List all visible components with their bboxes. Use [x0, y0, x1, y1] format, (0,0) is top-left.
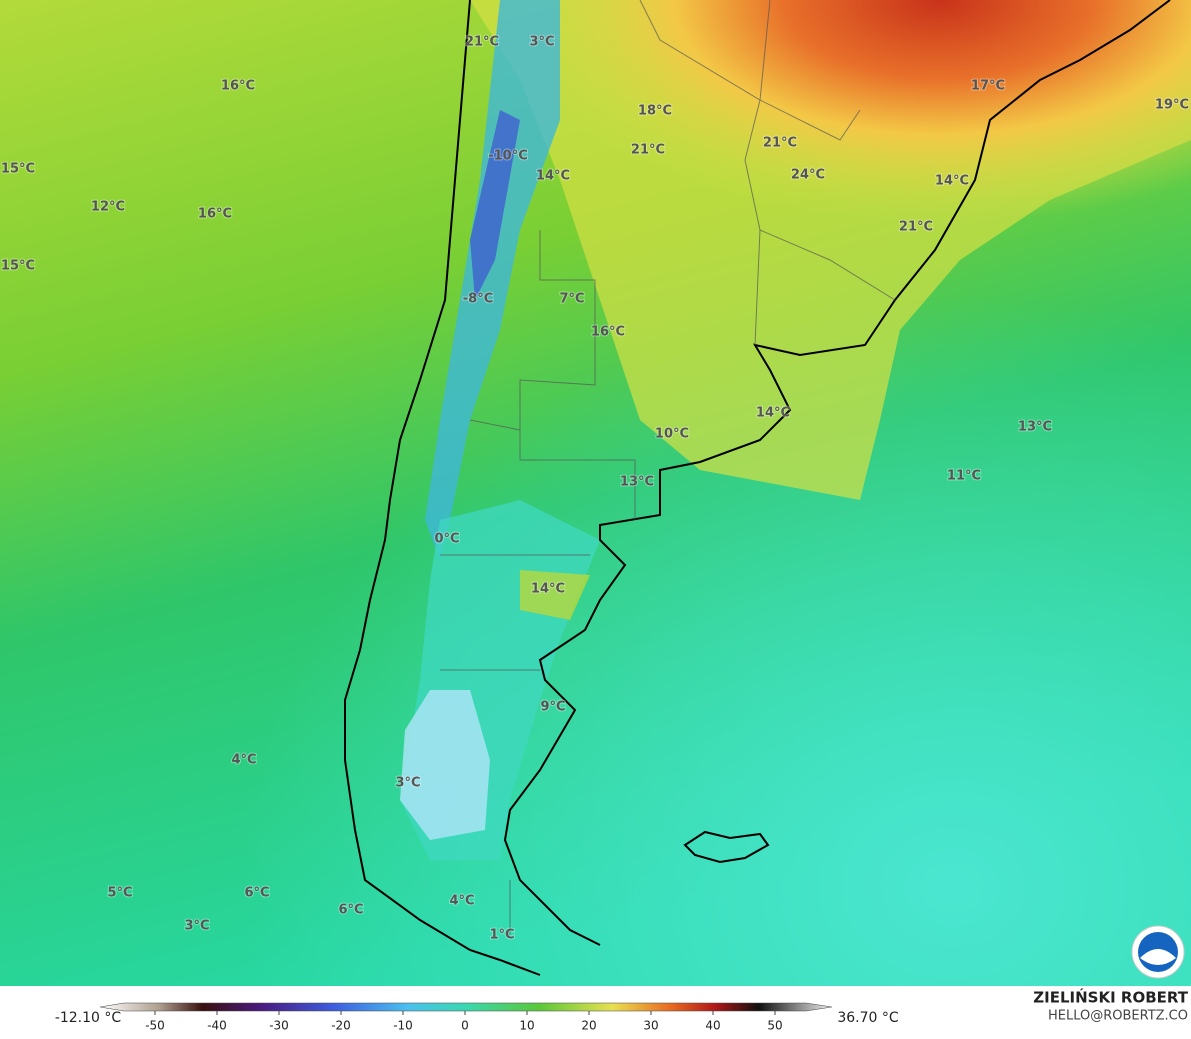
icefield [400, 690, 490, 840]
colorbar-tick-label: -40 [207, 1019, 227, 1033]
max-label: 36.70 °C [837, 1010, 899, 1026]
colorbar-tick-label: -10 [393, 1019, 413, 1033]
temperature-label: 14°C [756, 406, 790, 421]
coastline [344, 0, 1171, 976]
colorbar-tick-label: 40 [705, 1019, 720, 1033]
andes-coldest [470, 110, 520, 300]
temperature-label: -10°C [488, 149, 528, 164]
temperature-label: 15°C [1, 162, 35, 177]
map: 21°C 3°C 16°C 18°C 21°C 21°C 17°C 19°C 15°C -10°C… [0, 0, 1191, 986]
colorbar-ramp [99, 1002, 833, 1012]
temperature-label: 16°C [591, 325, 625, 340]
temperature-label: 14°C [536, 169, 570, 184]
colorbar-tick-label: -50 [145, 1019, 165, 1033]
colorbar-tick-label: -20 [331, 1019, 351, 1033]
temperature-label: 14°C [935, 174, 969, 189]
temperature-label: 4°C [231, 753, 256, 768]
temperature-label: 0°C [434, 532, 459, 547]
temperature-label: 12°C [91, 200, 125, 215]
andes-cold [425, 0, 560, 560]
temperature-label: 18°C [638, 104, 672, 119]
temperature-label: 16°C [198, 207, 232, 222]
colorbar-tick-label: 20 [581, 1019, 596, 1033]
temperature-label: 3°C [395, 776, 420, 791]
temperature-label: 13°C [620, 475, 654, 490]
temperature-label: 4°C [449, 894, 474, 909]
warm-pocket [520, 570, 590, 620]
hot-area [560, 0, 1191, 320]
colorbar-tick-label: 10 [519, 1019, 534, 1033]
temperature-label: 3°C [184, 919, 209, 934]
temperature-label: 16°C [221, 79, 255, 94]
temperature-label: 11°C [947, 469, 981, 484]
colorbar-tick-label: 30 [643, 1019, 658, 1033]
author: ZIELIŃSKI ROBERT [1033, 988, 1188, 1007]
temperature-label: 9°C [540, 700, 565, 715]
temperature-label: 6°C [338, 903, 363, 918]
temperature-label: 1°C [489, 928, 514, 943]
temperature-label: -8°C [463, 292, 493, 307]
email: HELLO@ROBERTZ.CO [1048, 1009, 1188, 1024]
min-label: -12.10 °C [55, 1010, 122, 1026]
temperature-label: 7°C [559, 292, 584, 307]
colorbar: -50 -40 -30 -20 -10 0 10 20 30 40 50 [99, 1002, 833, 1033]
temperature-label: 17°C [971, 79, 1005, 94]
temperature-label: 10°C [655, 427, 689, 442]
temperature-label: 21°C [899, 220, 933, 235]
temperature-label: 21°C [631, 143, 665, 158]
borders [440, 0, 896, 935]
colorbar-tick-label: 50 [767, 1019, 782, 1033]
temperature-label: 15°C [1, 259, 35, 274]
temperature-label: 13°C [1018, 420, 1052, 435]
temperature-label: 5°C [107, 886, 132, 901]
temperature-label: 19°C [1155, 98, 1189, 113]
noaa-logo [1131, 925, 1185, 979]
temperature-label: 6°C [244, 886, 269, 901]
falklands [683, 830, 770, 864]
temperature-label: 14°C [531, 582, 565, 597]
temperature-label: 21°C [465, 35, 499, 50]
temperature-label: 24°C [791, 168, 825, 183]
colorbar-tick-label: -30 [269, 1019, 289, 1033]
colorbar-tick-label: 0 [461, 1019, 469, 1033]
temperature-label: 3°C [529, 35, 554, 50]
temperature-label: 21°C [763, 136, 797, 151]
temperature-labels: 21°C 3°C 16°C 18°C 21°C 21°C 17°C 19°C 15°C -10°C… [0, 34, 1190, 944]
